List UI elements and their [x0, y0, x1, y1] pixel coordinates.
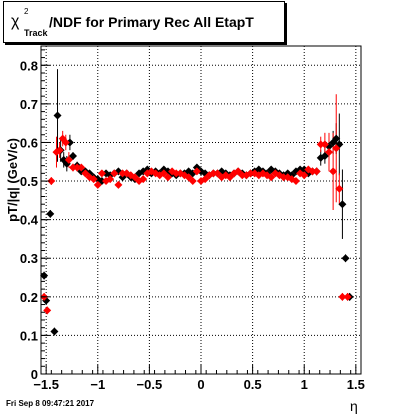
data-point [291, 177, 300, 186]
y-tick-label: 0.5 [20, 174, 38, 189]
title-chi-symbol: χ [11, 13, 20, 30]
data-point [139, 175, 148, 184]
data-point [338, 200, 347, 209]
data-point [316, 140, 325, 149]
data-point [58, 134, 67, 143]
y-axis-ticks: 0 0.1 0.2 0.3 0.4 0.5 0.6 0.7 0.8 [20, 49, 50, 382]
data-point [308, 167, 317, 176]
data-point [65, 138, 74, 147]
data-point [312, 167, 321, 176]
y-tick-label: 0 [31, 367, 38, 382]
grid-lines [41, 46, 361, 374]
data-point [332, 134, 341, 143]
data-point [93, 180, 102, 189]
data-point [238, 171, 247, 180]
data-point [246, 169, 255, 178]
x-tick-label: 1.5 [347, 377, 365, 392]
data-point [335, 184, 344, 193]
x-tick-label: 0.5 [244, 377, 262, 392]
data-point [73, 163, 82, 172]
data-point [110, 169, 119, 178]
x-tick-label: 0 [197, 377, 204, 392]
x-tick-label: 1 [301, 377, 308, 392]
data-point [61, 138, 70, 147]
x-axis-label: η [350, 398, 358, 414]
data-point [53, 111, 62, 120]
y-tick-label: 0.3 [20, 251, 38, 266]
x-tick-label: −1.5 [33, 377, 59, 392]
data-point [64, 155, 73, 164]
data-point [279, 173, 288, 182]
data-point [97, 169, 106, 178]
data-point [188, 177, 197, 186]
data-point [343, 292, 352, 301]
data-point [47, 177, 56, 186]
data-point [325, 148, 333, 157]
data-point [192, 167, 201, 176]
error-bars [41, 69, 353, 336]
y-tick-label: 0.7 [20, 97, 38, 112]
data-point [114, 180, 123, 189]
y-tick-label: 0.6 [20, 135, 38, 150]
data-point [320, 140, 329, 149]
title-superscript: 2 [24, 7, 29, 16]
timestamp-footer: Fri Sep 8 09:47:21 2017 [6, 399, 95, 408]
chart-title: /NDF for Primary Rec All EtapT [49, 14, 254, 30]
data-point [172, 169, 181, 178]
data-point [69, 163, 77, 172]
data-point [338, 292, 347, 301]
data-point [209, 169, 218, 178]
data-markers [40, 111, 354, 336]
y-tick-label: 0.2 [20, 290, 38, 305]
data-point [300, 171, 309, 180]
x-tick-label: −1 [90, 377, 105, 392]
data-point [250, 169, 259, 178]
data-point [46, 209, 55, 218]
data-point [341, 254, 350, 263]
data-point [106, 175, 115, 184]
plot-frame [40, 45, 362, 375]
title-box: χ 2 Track /NDF for Primary Rec All EtapT [3, 1, 285, 43]
data-point [43, 306, 52, 315]
data-point [332, 144, 341, 153]
y-tick-label: 0.4 [20, 213, 39, 228]
data-point [89, 175, 98, 184]
x-tick-label: −0.5 [137, 377, 163, 392]
data-point [163, 173, 172, 182]
data-point [329, 167, 338, 176]
x-axis-ticks: −1.5 −1 −0.5 0 0.5 1 1.5 [33, 365, 365, 392]
y-tick-label: 0.8 [20, 58, 38, 73]
data-point [55, 146, 64, 155]
title-subscript: Track [24, 28, 48, 38]
data-point [118, 169, 127, 178]
data-point [50, 327, 59, 336]
data-point [77, 163, 86, 172]
y-tick-label: 0.1 [20, 328, 38, 343]
y-axis-label: pT/|q| (GeV/c) [5, 138, 20, 222]
